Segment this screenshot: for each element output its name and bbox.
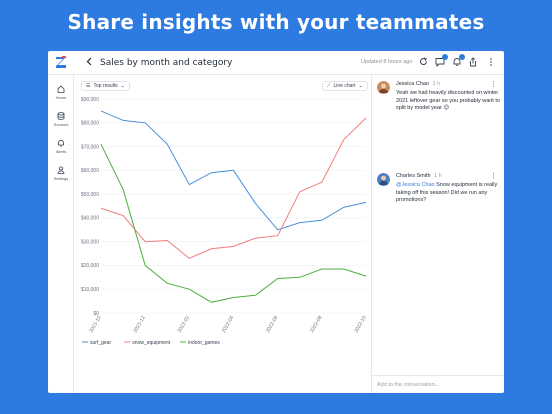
promo-headline: Share insights with your teammates	[67, 10, 485, 34]
sidebar-item-alerts[interactable]: Alerts	[48, 139, 74, 154]
x-tick-label: 2022-08	[309, 315, 323, 334]
app-window: Sales by month and category Updated 8 ho…	[48, 51, 504, 393]
more-icon[interactable]: ⋮	[490, 81, 497, 88]
comment: Charles Smith 1 h ⋮ @Jessica Chao Snow e…	[377, 171, 501, 211]
y-tick-label: $0	[93, 311, 99, 317]
conversation-panel: Jessica Chao 2 h ⋮ Yeah we had heavily d…	[371, 75, 504, 393]
notifications-icon[interactable]	[451, 54, 465, 68]
sidebar: Home Sources Alerts Settings	[48, 75, 74, 393]
sidebar-item-sources[interactable]: Sources	[48, 112, 74, 127]
updated-timestamp: Updated 8 hours ago	[361, 59, 413, 65]
sidebar-item-label: Settings	[53, 176, 69, 181]
conversation-input[interactable]: Add to the conversation...	[372, 375, 504, 393]
series-line-indoor_games	[100, 143, 367, 303]
top-results-dropdown[interactable]: ☰ Top results ⌄	[81, 81, 130, 91]
sidebar-item-label: Sources	[53, 122, 69, 127]
comment-time: 1 h	[434, 173, 442, 179]
share-icon[interactable]	[467, 57, 478, 68]
sidebar-item-settings[interactable]: Settings	[48, 166, 74, 181]
legend-label: surf_gear	[90, 340, 111, 346]
sidebar-item-label: Alerts	[55, 149, 67, 154]
legend-label: indoor_games	[188, 340, 220, 346]
comment-header: Charles Smith 1 h	[396, 173, 442, 179]
y-tick-label: $50,000	[81, 192, 99, 198]
y-tick-label: $20,000	[81, 263, 99, 269]
comment-time: 2 h	[432, 81, 441, 87]
bell-icon	[48, 139, 74, 148]
chart-type-label: Line chart	[333, 83, 356, 89]
line-chart-icon: ⟋	[327, 83, 331, 89]
y-tick-label: $90,000	[81, 97, 99, 103]
user-mention[interactable]: @Jessica Chao	[396, 182, 435, 188]
comment-author: Jessica Chao	[396, 81, 430, 87]
more-icon[interactable]: ⋮	[490, 173, 497, 180]
x-tick-label: 2021-12	[133, 315, 147, 334]
notifications-badge	[459, 54, 465, 60]
legend-label: snow_equipment	[132, 340, 170, 346]
x-tick-label: 2022-02	[177, 315, 191, 334]
comment-text-body: Snow equipment is really taking off this…	[396, 182, 498, 204]
sidebar-item-label: Home	[55, 95, 67, 100]
home-icon	[48, 85, 74, 94]
chart-type-dropdown[interactable]: ⟋ Line chart ⌄	[322, 81, 368, 91]
x-tick-label: 2021-10	[88, 315, 102, 334]
series-line-snow_equipment	[100, 117, 367, 259]
database-icon	[48, 112, 74, 121]
y-tick-label: $40,000	[81, 216, 99, 222]
page-title: Sales by month and category	[100, 57, 233, 68]
series-line-surf_gear	[100, 110, 367, 231]
y-tick-label: $10,000	[81, 287, 99, 293]
comments-badge	[442, 54, 448, 60]
top-results-label: Top results	[93, 83, 118, 89]
x-tick-label: 2022-10	[353, 315, 367, 334]
chevron-down-icon: ⌄	[358, 83, 363, 89]
top-bar: Sales by month and category Updated 8 ho…	[48, 51, 504, 75]
comment-author: Charles Smith	[396, 173, 431, 179]
chevron-left-icon[interactable]	[82, 57, 96, 69]
y-tick-label: $80,000	[81, 121, 99, 127]
more-icon[interactable]	[485, 57, 496, 68]
x-tick-label: 2022-06	[265, 315, 279, 334]
zenlytic-logo-icon	[56, 56, 66, 68]
comments-icon[interactable]	[434, 54, 448, 68]
comment-text: @Jessica Chao Snow equipment is really t…	[396, 182, 500, 205]
chart-panel: ☰ Top results ⌄ ⟋ Line chart ⌄ $90,000 $8…	[74, 75, 370, 393]
chevron-down-icon: ⌄	[120, 83, 125, 89]
refresh-icon[interactable]	[418, 57, 429, 68]
sidebar-item-home[interactable]: Home	[48, 85, 74, 100]
avatar	[377, 81, 390, 94]
comment-header: Jessica Chao 2 h	[396, 81, 440, 87]
y-tick-label: $30,000	[81, 239, 99, 245]
user-settings-icon	[48, 166, 74, 175]
x-tick-label: 2022-04	[221, 315, 235, 334]
comment: Jessica Chao 2 h ⋮ Yeah we had heavily d…	[377, 79, 501, 124]
comment-text: Yeah we had heavily discounted on winter…	[396, 90, 500, 112]
y-tick-label: $60,000	[81, 168, 99, 174]
avatar	[377, 173, 390, 186]
filter-icon: ☰	[86, 83, 91, 89]
y-tick-label: $70,000	[81, 144, 99, 150]
line-chart[interactable]: $90,000 $80,000 $70,000 $60,000 $50,000 $40,0…	[74, 97, 370, 389]
app-logo[interactable]	[48, 51, 74, 75]
